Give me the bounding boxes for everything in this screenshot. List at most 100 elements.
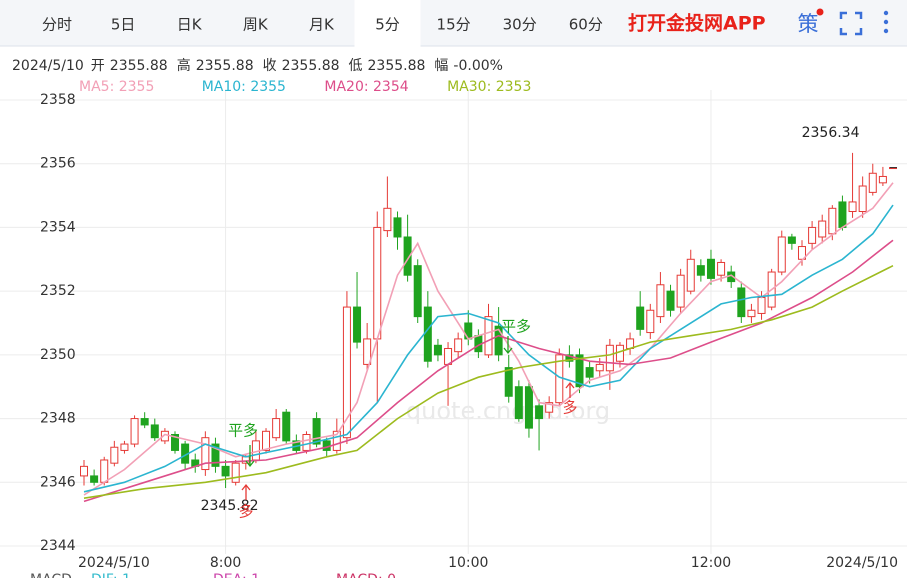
macd-legend: DEA: 1 [213, 572, 260, 578]
candle-body [484, 316, 493, 356]
candle-body [120, 443, 129, 451]
candle-body [504, 367, 513, 397]
candle-body [211, 443, 220, 467]
candle-body [545, 402, 554, 413]
candle-body [373, 226, 382, 340]
candle-body [747, 309, 756, 318]
candle-body [818, 220, 827, 238]
candle-body [595, 363, 604, 372]
candle-body [80, 465, 88, 477]
candle-body [676, 274, 685, 308]
candle-body [514, 386, 523, 420]
signal-label: 多 [238, 503, 253, 521]
tabs: 分时 5日 日K 周K 月K 5分 15分 30分 60分 [42, 0, 603, 47]
candle-body [302, 434, 311, 451]
candle-body [605, 344, 614, 372]
candle-body [777, 236, 786, 273]
candle-body [585, 367, 594, 378]
tab[interactable]: 日K [177, 16, 203, 34]
candle-body [90, 475, 99, 483]
candle-body [110, 446, 119, 464]
candle-body [646, 309, 655, 334]
tab[interactable]: 5分 [375, 16, 400, 34]
ma-line [83, 182, 894, 496]
candle-body [535, 405, 544, 420]
tab[interactable]: 15分 [437, 16, 471, 34]
notice-dot [816, 8, 824, 16]
info-label: 收 [263, 58, 277, 74]
x-tick-label: 2024/5/10 [826, 555, 898, 571]
x-tick-label: 10:00 [448, 555, 488, 571]
candle-body [272, 418, 281, 439]
candle-body [201, 437, 210, 471]
info-value: 2355.88 [110, 58, 168, 74]
watermark: quote.cngold.org [406, 397, 610, 425]
signal-label: 平多 [501, 318, 531, 336]
tab[interactable]: 周K [243, 16, 269, 34]
candle-body [282, 411, 291, 442]
brand-link[interactable]: 打开金投网APP [628, 12, 766, 35]
candle-body [565, 354, 574, 362]
y-tick-label: 2354 [40, 219, 76, 235]
candle-body [464, 322, 473, 340]
info-value: -0.00% [453, 58, 503, 74]
candle-body [848, 201, 857, 212]
info-label: 低 [349, 58, 363, 74]
candle-body [858, 185, 867, 212]
info-date: 2024/5/10 [12, 58, 84, 74]
more-button[interactable] [883, 10, 889, 34]
tab[interactable]: 30分 [503, 16, 537, 34]
candle-body [706, 258, 715, 279]
candle-body [363, 338, 372, 365]
macd-legend: MACD: 0 [336, 572, 396, 578]
candle-body [140, 418, 149, 426]
signal-arrow-head [245, 460, 255, 468]
candle-body [868, 172, 877, 193]
candle-body [100, 459, 109, 483]
info-value: 2355.88 [368, 58, 426, 74]
signal-label: 平多 [228, 422, 258, 440]
y-tick-label: 2352 [40, 283, 76, 299]
candle-body [393, 217, 402, 238]
tab[interactable]: 月K [309, 16, 335, 34]
candle-body [171, 434, 180, 451]
y-tick-label: 2344 [40, 538, 76, 554]
min-label: 2345.82 [201, 498, 259, 514]
macd-legend: MACD [30, 572, 72, 578]
legend-entry: MA20: 2354 [324, 79, 408, 95]
y-tick-label: 2346 [40, 474, 76, 490]
y-tick-label: 2356 [40, 156, 76, 172]
candle-body [828, 207, 837, 235]
fullscreen-button[interactable] [839, 11, 863, 36]
candle-body [666, 290, 675, 311]
info-label: 开 [91, 58, 105, 74]
y-tick-label: 2350 [40, 347, 76, 363]
x-tick-label: 12:00 [691, 555, 731, 571]
ma-line [83, 264, 894, 499]
candle-body [787, 236, 796, 244]
candle-body [433, 344, 442, 356]
chart: quote.cngold.org 2344 2346 2348 2350 2352 2354… [0, 79, 907, 582]
legend-entry: MA10: 2355 [202, 79, 286, 95]
candle-body [494, 325, 503, 356]
candle-body [241, 456, 250, 464]
candle-body [737, 287, 746, 318]
tab[interactable]: 60分 [569, 16, 603, 34]
strategy-button[interactable]: 策 [798, 12, 819, 36]
candle-body [221, 465, 230, 477]
candle-body [353, 306, 362, 343]
info-line: 2024/5/10 开 2355.88 高 2355.88 收 2355.88 低 2355.8… [12, 57, 503, 74]
candle-body [757, 297, 766, 314]
candle-body [332, 430, 341, 451]
y-tick-label: 2358 [40, 92, 76, 108]
info-value: 2355.88 [282, 58, 340, 74]
x-tick-label: 8:00 [210, 555, 241, 571]
legend-entry: MA5: 2355 [79, 79, 154, 95]
tab[interactable]: 5日 [111, 16, 136, 34]
tab[interactable]: 分时 [42, 16, 72, 34]
signal-arrow-head [565, 381, 575, 389]
candle-body [403, 236, 412, 276]
candle-body [454, 338, 463, 353]
info-label: 高 [177, 57, 191, 74]
